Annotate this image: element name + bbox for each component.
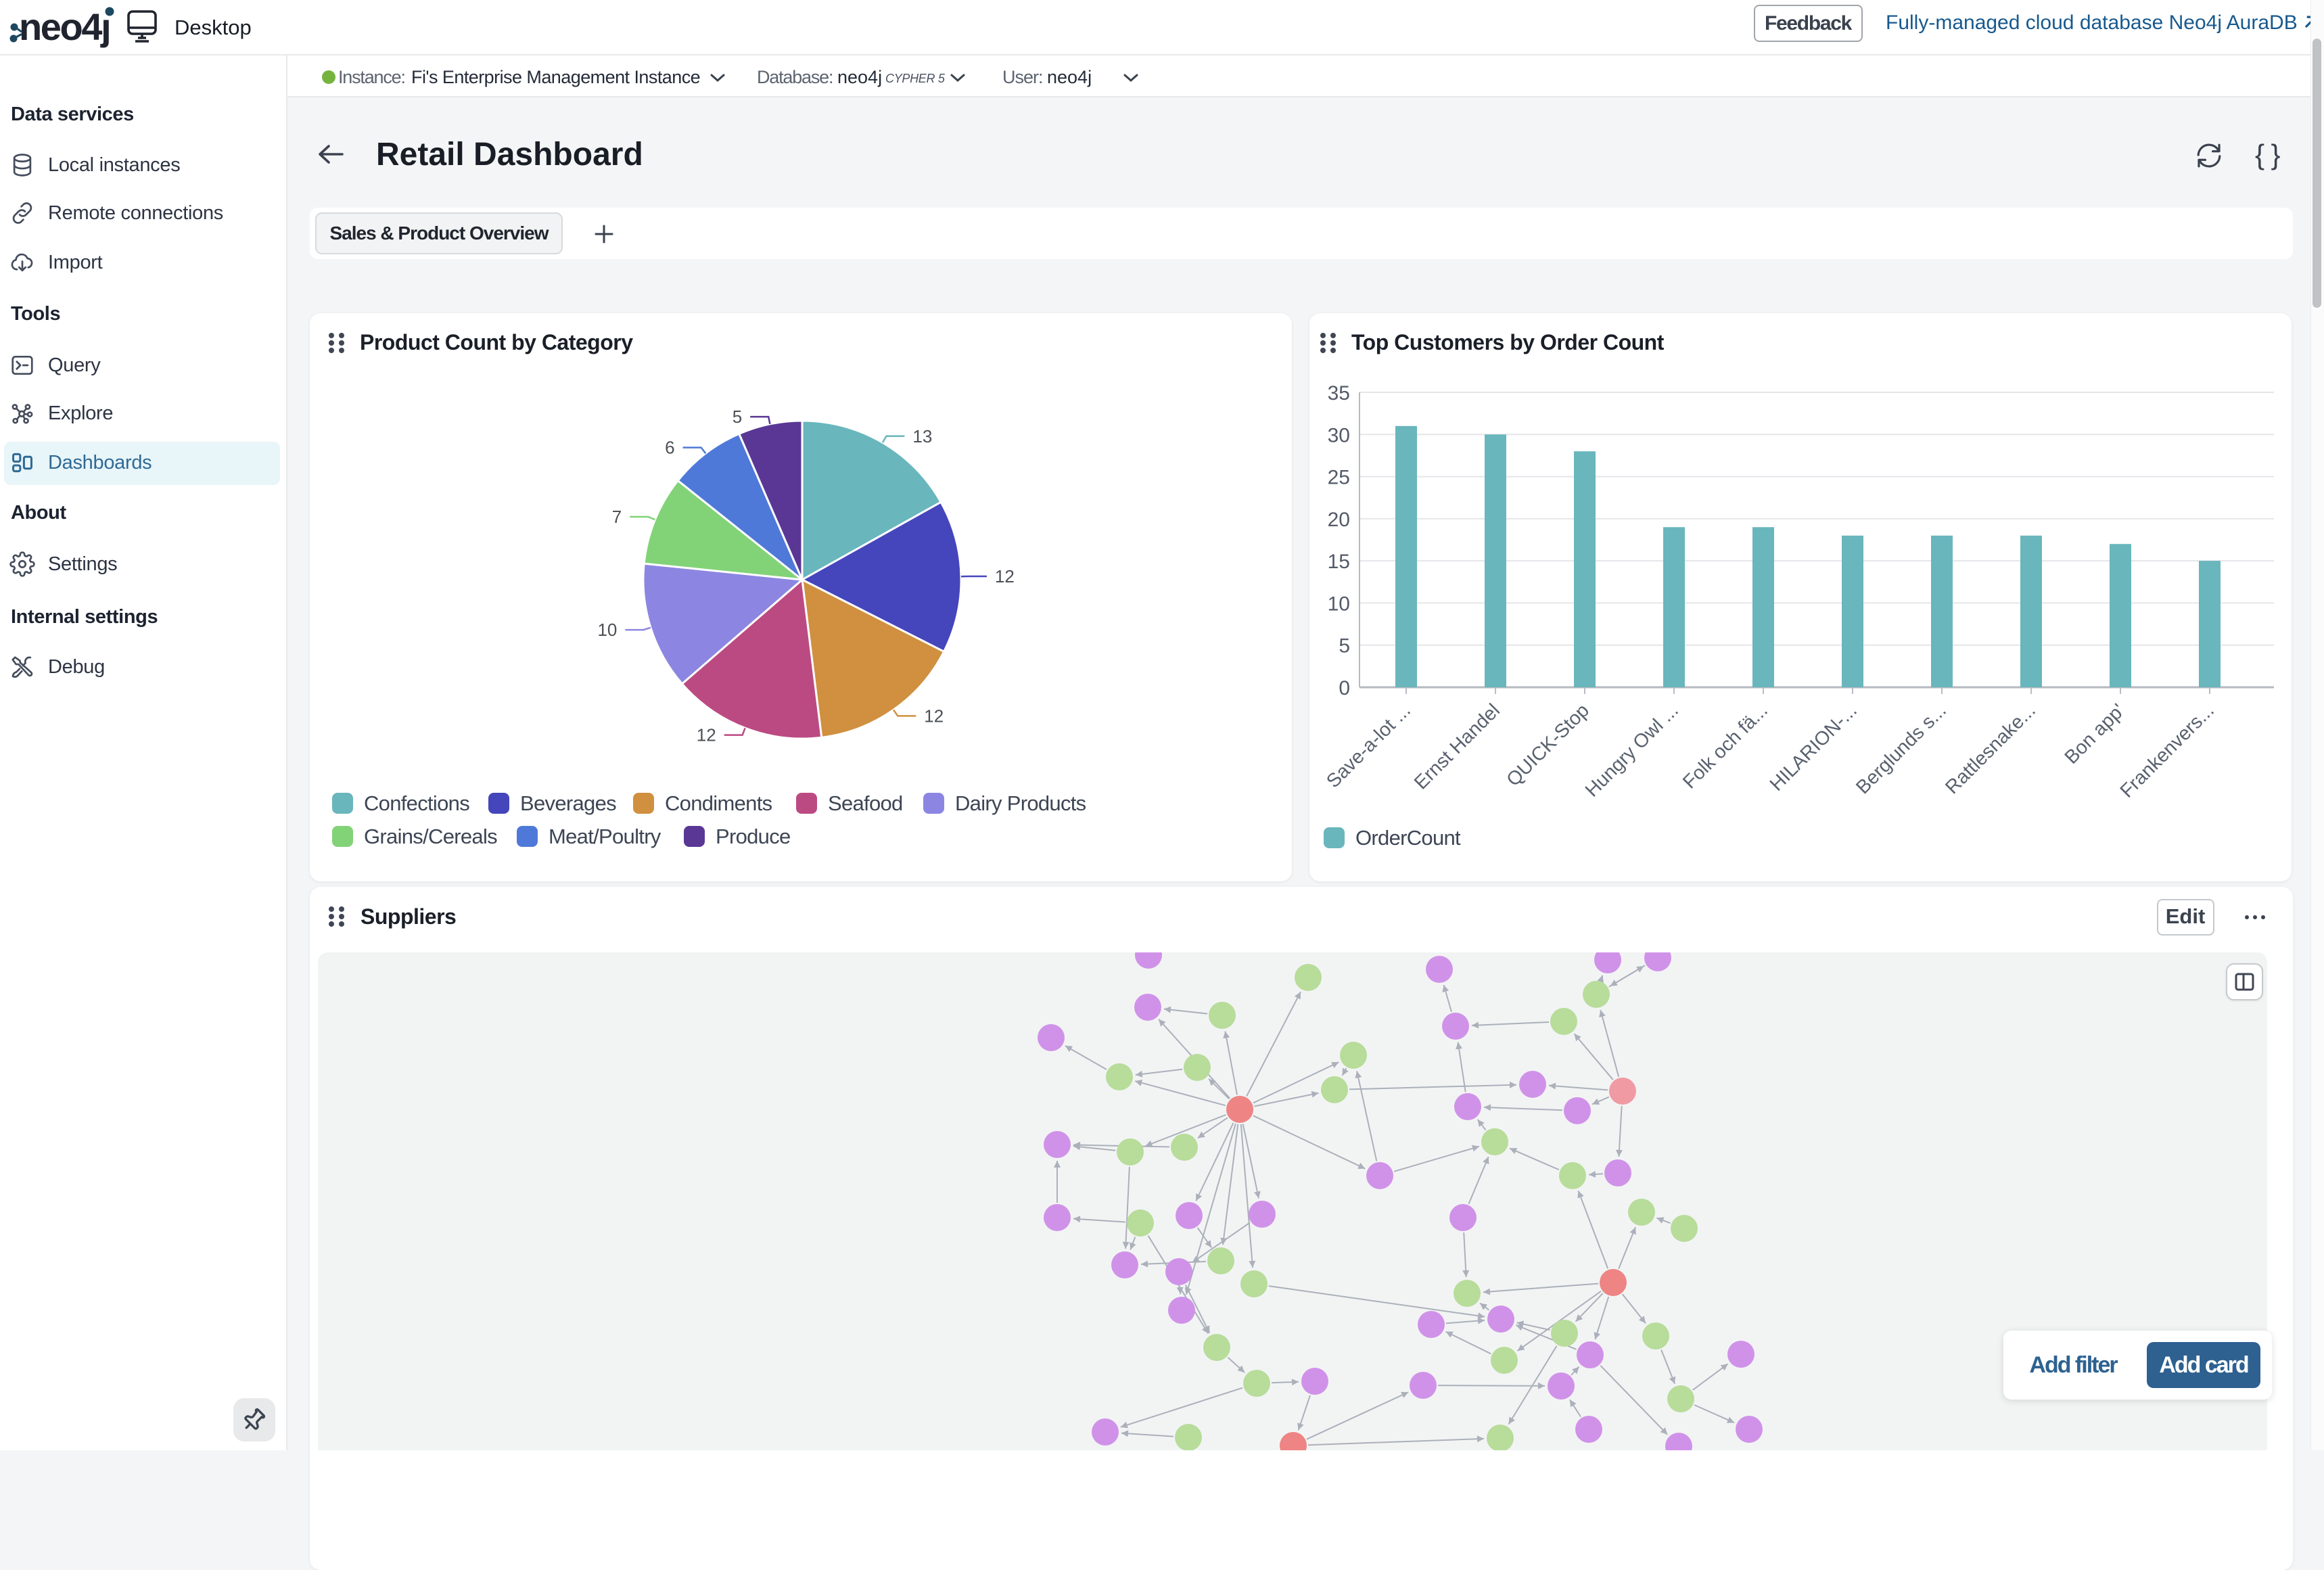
svg-text:0: 0 xyxy=(1339,677,1350,699)
svg-text:Ernst Handel: Ernst Handel xyxy=(1410,699,1504,793)
svg-text:Berglunds s...: Berglunds s... xyxy=(1852,699,1951,798)
svg-text:6: 6 xyxy=(665,438,674,458)
svg-text:neo4j: neo4j xyxy=(19,5,110,48)
svg-text:Rattlesnake...: Rattlesnake... xyxy=(1941,699,2040,798)
svg-text:13: 13 xyxy=(912,426,932,446)
svg-text:5: 5 xyxy=(733,407,742,427)
svg-text:20: 20 xyxy=(1328,509,1350,531)
svg-text:Folk och fä...: Folk och fä... xyxy=(1679,699,1772,793)
svg-text:12: 12 xyxy=(697,725,716,745)
svg-text:10: 10 xyxy=(1328,593,1350,615)
svg-text:7: 7 xyxy=(612,507,622,527)
svg-text:Frankenvers...: Frankenvers... xyxy=(2116,699,2218,802)
svg-text:Save-a-lot ...: Save-a-lot ... xyxy=(1322,699,1415,792)
svg-text:12: 12 xyxy=(924,706,944,726)
svg-text:15: 15 xyxy=(1328,551,1350,573)
svg-text:35: 35 xyxy=(1328,382,1350,405)
svg-text:25: 25 xyxy=(1328,467,1350,489)
svg-text:QUICK-Stop: QUICK-Stop xyxy=(1502,699,1594,791)
svg-text:Hungry Owl ...: Hungry Owl ... xyxy=(1581,699,1683,801)
svg-text:Bon app': Bon app' xyxy=(2060,699,2129,768)
svg-text:12: 12 xyxy=(995,566,1015,586)
svg-text:10: 10 xyxy=(597,620,617,640)
svg-text:5: 5 xyxy=(1339,635,1350,657)
svg-text:30: 30 xyxy=(1328,424,1350,446)
svg-text:HILARION-...: HILARION-... xyxy=(1766,699,1861,795)
